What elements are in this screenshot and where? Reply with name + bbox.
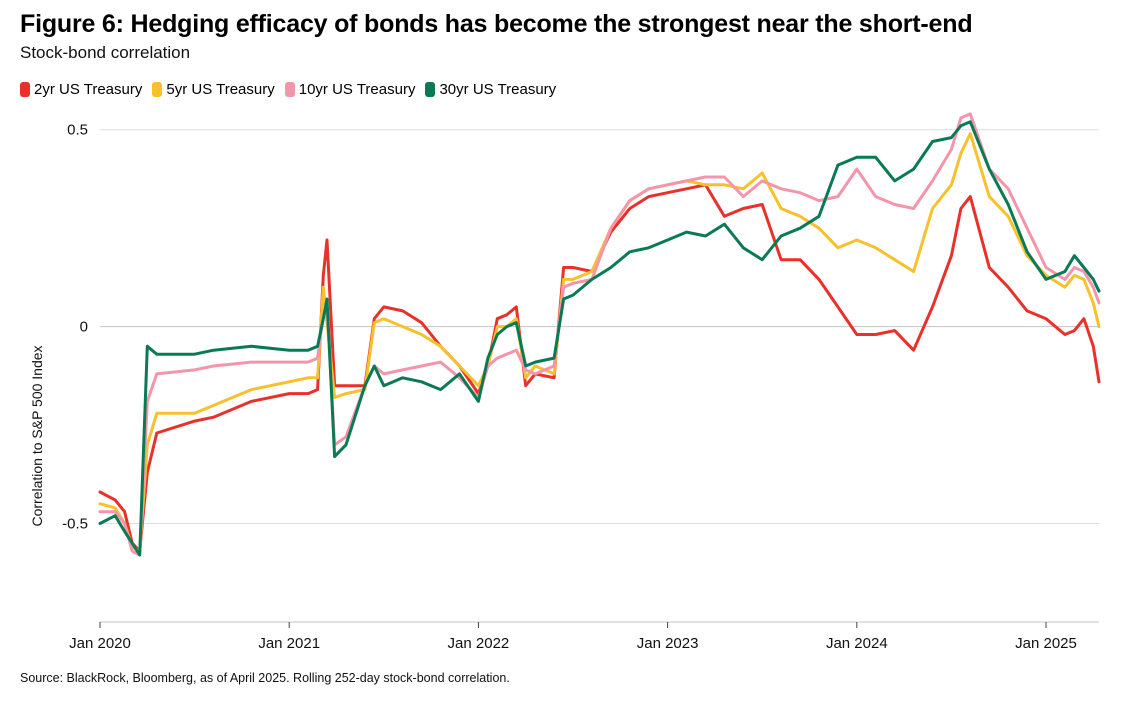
legend-item-5yr[interactable]: 5yr US Treasury bbox=[152, 81, 275, 98]
legend-swatch-2yr bbox=[20, 82, 30, 97]
legend-label-5yr: 5yr US Treasury bbox=[166, 81, 275, 98]
x-tick-label: Jan 2024 bbox=[826, 635, 888, 652]
legend-label-10yr: 10yr US Treasury bbox=[298, 81, 416, 98]
y-axis-title: Correlation to S&P 500 Index bbox=[29, 345, 45, 526]
series-line-5yr-us-treasury[interactable] bbox=[98, 132, 1101, 553]
y-tick-label: -0.5 bbox=[62, 516, 88, 533]
chart-title: Figure 6: Hedging efficacy of bonds has … bbox=[20, 10, 973, 38]
legend-label-30yr: 30yr US Treasury bbox=[439, 81, 557, 98]
grid bbox=[100, 129, 1099, 525]
series-lines bbox=[98, 112, 1101, 557]
x-tick-label: Jan 2020 bbox=[69, 635, 131, 652]
legend-item-2yr[interactable]: 2yr US Treasury bbox=[20, 81, 142, 98]
series-line-2yr-us-treasury[interactable] bbox=[98, 183, 1101, 553]
y-axis: 0.5 0 -0.5 bbox=[62, 122, 88, 533]
legend-swatch-10yr bbox=[284, 82, 295, 97]
x-tick-label: Jan 2025 bbox=[1015, 635, 1077, 652]
x-tick-label: Jan 2022 bbox=[448, 635, 510, 652]
x-axis: Jan 2020 Jan 2021 Jan 2022 Jan 2023 Jan 2024… bbox=[69, 621, 1099, 652]
legend: 2yr US Treasury 5yr US Treasury 10yr US … bbox=[20, 81, 556, 98]
x-tick-label: Jan 2023 bbox=[637, 635, 699, 652]
y-tick-label: 0.5 bbox=[67, 122, 88, 139]
series-line-30yr-us-treasury[interactable] bbox=[98, 120, 1101, 557]
x-tick-label: Jan 2021 bbox=[258, 635, 320, 652]
legend-swatch-30yr bbox=[425, 82, 436, 97]
legend-swatch-5yr bbox=[152, 82, 163, 97]
y-tick-label: 0 bbox=[80, 319, 88, 336]
chart-subtitle: Stock-bond correlation bbox=[20, 43, 191, 62]
source-note: Source: BlackRock, Bloomberg, as of Apri… bbox=[20, 671, 510, 685]
legend-item-10yr[interactable]: 10yr US Treasury bbox=[284, 81, 416, 98]
legend-item-30yr[interactable]: 30yr US Treasury bbox=[425, 81, 556, 98]
legend-label-2yr: 2yr US Treasury bbox=[34, 81, 143, 98]
series-line-10yr-us-treasury[interactable] bbox=[98, 112, 1101, 557]
